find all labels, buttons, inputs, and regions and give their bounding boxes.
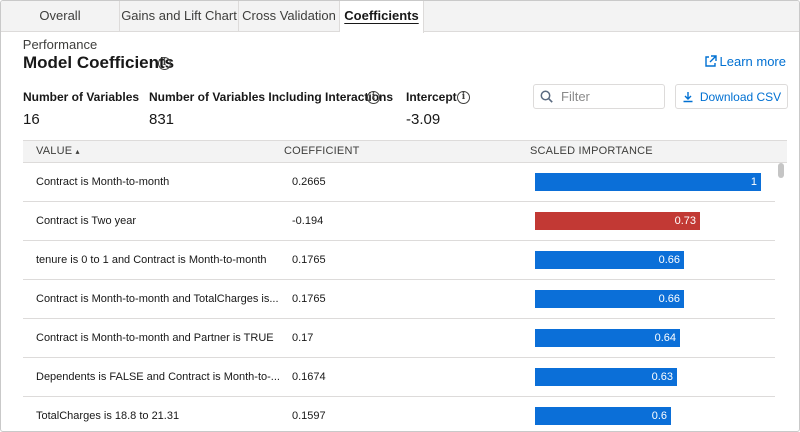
stat-label-variables-with-interactions: Number of Variables Including Interactio…: [149, 90, 394, 104]
cell-coefficient: 0.1765: [292, 254, 326, 266]
stat-label-intercept: Intercept: [406, 90, 457, 104]
table-row[interactable]: tenure is 0 to 1 and Contract is Month-t…: [23, 241, 775, 280]
importance-bar-label: 0.64: [654, 332, 676, 344]
tab-coefficients[interactable]: Coefficients: [340, 1, 424, 33]
learn-more-label: Learn more: [719, 54, 786, 69]
cell-coefficient: 0.17: [292, 332, 314, 344]
importance-bar-label: 0.63: [651, 371, 673, 383]
tab-gains-lift-chart[interactable]: Gains and Lift Chart: [120, 1, 239, 32]
tab-overall-performance[interactable]: Overall Performance: [1, 1, 120, 52]
external-link-icon: [704, 55, 717, 67]
stat-label-number-of-variables: Number of Variables: [23, 90, 140, 104]
importance-bar: 0.73: [535, 212, 700, 230]
info-icon[interactable]: i: [457, 91, 470, 104]
importance-bar: 0.66: [535, 290, 684, 308]
tab-label: Overall Performance: [22, 8, 98, 52]
importance-bar-label: 0.66: [658, 254, 680, 266]
tab-cross-validation[interactable]: Cross Validation: [239, 1, 340, 32]
cell-coefficient: 0.1597: [292, 410, 326, 422]
learn-more-link[interactable]: Learn more: [704, 54, 786, 69]
stat-value-intercept: -3.09: [406, 111, 441, 128]
importance-bar: 0.6: [535, 407, 671, 425]
table-header: VALUE ▴ COEFFICIENT SCALED IMPORTANCE: [23, 140, 787, 163]
stat-value-variables-with-interactions: 831: [149, 111, 175, 128]
stat-value-number-of-variables: 16: [23, 111, 40, 128]
cell-coefficient: -0.194: [292, 215, 324, 227]
table-row[interactable]: TotalCharges is 18.8 to 21.31 0.1597 0.6: [23, 397, 775, 431]
table-body: Contract is Month-to-month 0.2665 1 Contrac…: [23, 163, 775, 431]
importance-bar-label: 0.66: [658, 293, 680, 305]
page-title: Model Coefficients: [23, 53, 175, 72]
table-row[interactable]: Contract is Month-to-month and TotalChar…: [23, 280, 775, 319]
cell-value: Contract is Month-to-month and TotalChar…: [36, 293, 279, 305]
column-header-coefficient[interactable]: COEFFICIENT: [284, 145, 360, 157]
importance-bar-label: 0.6: [651, 410, 667, 422]
filter-box[interactable]: [533, 84, 665, 109]
download-icon: [683, 91, 693, 102]
importance-bar-label: 1: [750, 176, 757, 188]
info-icon[interactable]: i: [367, 91, 380, 104]
importance-bar: 1: [535, 173, 761, 191]
cell-coefficient: 0.1674: [292, 371, 326, 383]
info-icon[interactable]: i: [158, 57, 171, 70]
column-header-value[interactable]: VALUE ▴: [36, 141, 80, 162]
tab-label: Cross Validation: [242, 8, 336, 23]
cell-value: Dependents is FALSE and Contract is Mont…: [36, 371, 280, 383]
filter-input[interactable]: [561, 89, 661, 104]
column-header-value-label: VALUE: [36, 145, 73, 157]
tab-label: Gains and Lift Chart: [121, 8, 237, 23]
sort-asc-icon: ▴: [75, 147, 80, 156]
cell-value: Contract is Month-to-month: [36, 176, 170, 188]
table-row[interactable]: Dependents is FALSE and Contract is Mont…: [23, 358, 775, 397]
tab-label: Coefficients: [344, 8, 419, 23]
table-row[interactable]: Contract is Month-to-month and Partner i…: [23, 319, 775, 358]
search-icon: [540, 90, 553, 103]
cell-coefficient: 0.2665: [292, 176, 326, 188]
download-csv-label: Download CSV: [699, 89, 782, 104]
cell-coefficient: 0.1765: [292, 293, 326, 305]
scrollbar-thumb[interactable]: [778, 163, 784, 178]
table-row[interactable]: Contract is Month-to-month 0.2665 1: [23, 163, 775, 202]
cell-value: Contract is Month-to-month and Partner i…: [36, 332, 274, 344]
tab-bar: Overall Performance Gains and Lift Chart…: [1, 1, 799, 52]
cell-value: TotalCharges is 18.8 to 21.31: [36, 410, 180, 422]
importance-bar: 0.63: [535, 368, 677, 386]
column-header-scaled-importance[interactable]: SCALED IMPORTANCE: [530, 145, 653, 157]
table-row[interactable]: Contract is Two year -0.194 0.73: [23, 202, 775, 241]
cell-value: Contract is Two year: [36, 215, 137, 227]
importance-bar-label: 0.73: [674, 215, 696, 227]
download-csv-button[interactable]: Download CSV: [675, 84, 788, 109]
importance-bar: 0.64: [535, 329, 680, 347]
cell-value: tenure is 0 to 1 and Contract is Month-t…: [36, 254, 267, 266]
importance-bar: 0.66: [535, 251, 684, 269]
scrollbar-track[interactable]: [776, 163, 787, 431]
